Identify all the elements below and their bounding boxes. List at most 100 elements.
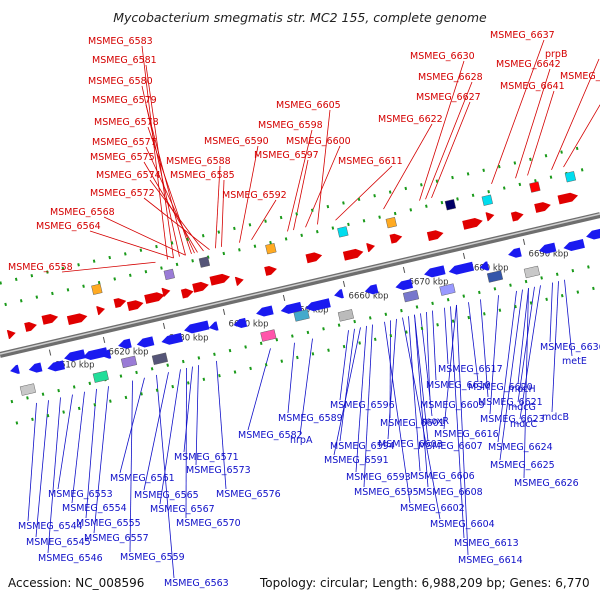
scale-tick-label: 6630 kbp [169,334,209,344]
gene-top [264,266,277,276]
gene-label-bottom: MSMEG_6596 [330,400,395,411]
scale-tick [48,349,52,356]
leader-line [425,81,473,200]
leader-line [491,39,545,184]
gene-label-bottom: MSMEG_6582 [238,430,303,441]
gene-label-bottom: MSMEG_6553 [48,489,113,500]
leader-line [402,317,441,520]
leader-line [221,179,225,247]
gene-top [426,230,444,242]
gene-label-bottom: MSMEG_6565 [134,490,199,501]
gene-label-bottom: MSMEG_6620 [468,382,533,393]
gene-label-bottom: MSMEG_6609 [420,400,485,411]
backbone-bar [0,212,600,358]
gene-label-bottom: MSMEG_6563 [164,578,229,589]
leader-line [517,288,529,385]
leader-line [551,281,559,413]
leader-line [145,104,186,256]
domain-box [486,270,504,283]
scale-tick [402,266,406,273]
gene-top [462,218,483,230]
gene-label-top: MSMEG_6605 [276,100,341,111]
gene-label-bottom: MSMEG_6636 [540,342,600,353]
gene-label-bottom: MSMEG_6593 [346,472,411,483]
gene-label-bottom: MSMEG_6589 [278,413,343,424]
gene-top [66,313,88,326]
gene-top [126,300,144,312]
label-leader-lines [27,39,600,579]
gene-bottom [334,289,344,299]
gene-label-bottom: MSMEG_6626 [514,478,579,489]
gene-label-bottom: MSMEG_6561 [110,473,175,484]
domain-box [523,265,540,279]
leader-line [480,299,489,398]
leader-line [414,314,429,488]
domain-box [337,309,354,322]
gene-label-bottom: MSMEG_6601 [380,418,445,429]
gene-label-top: prpB [545,49,567,60]
gene-label-top: MSMEG_6597 [254,150,319,161]
domain-box [265,243,277,255]
map-title: Mycobacterium smegmatis str. MC2 155, co… [113,10,487,25]
leader-line [335,165,393,221]
gene-bottom [118,338,132,349]
genome-backbone [0,145,600,425]
gene-label-bottom: MSMEG_6606 [410,471,475,482]
gene-bottom [538,242,557,254]
leader-line [143,372,169,491]
gene-label-bottom: moxR [422,416,449,427]
gene-label-bottom: MSMEG_6608 [418,487,483,498]
leader-line [420,313,433,417]
gene-top [96,306,106,316]
domain-box [402,289,420,303]
leader-line [216,360,227,490]
scale-tick-label: 6670 kbp [409,278,449,288]
leader-line [450,306,465,539]
scale-tick-label: 6690 kbp [529,250,569,260]
leader-line [195,365,199,466]
leader-line [384,321,411,504]
topology-summary: Topology: circular; Length: 6,988,209 bp… [260,576,590,590]
gene-top [24,322,37,332]
leader-line [564,279,573,357]
gene-label-top: MSMEG_6583 [88,36,153,47]
leader-line [408,316,421,472]
leader-line [333,327,361,456]
leader-line [355,325,367,473]
domain-box [163,268,175,281]
gene-bottom [586,226,600,240]
gene-label-bottom: MSMEG_6555 [76,518,141,529]
gene-bottom [208,321,219,331]
gene-label-top: MSMEG_6627 [416,92,481,103]
gene-label-top: MSMEG_6641 [500,81,565,92]
gene-label-bottom: MSMEG_6557 [84,533,149,544]
gene-bottom [136,336,155,348]
leader-line [103,216,186,256]
gene-label-top: MSMEG_6558 [8,262,73,273]
gene-label-bottom: MSMEG_6567 [150,504,215,515]
leader-line [239,145,259,243]
gene-bottom [47,360,66,372]
gene-label-top: MSMEG_6630 [410,51,475,62]
gene-bottom [479,261,490,271]
leader-line [129,380,133,553]
gene-top [510,211,524,222]
gene-label-top: MSMEG_6645 [560,71,600,82]
gene-label-bottom: MSMEG_6614 [458,555,523,566]
scale-tick [222,308,226,315]
gene-label-bottom: MSMEG_6544 [18,521,83,532]
gene-top [485,212,495,222]
gene-top [366,243,376,253]
gene-label-bottom: mdcB [542,412,569,423]
domain-box [481,194,493,206]
gene-label-bottom: MSMEG_6559 [120,552,185,563]
leader-line [47,397,61,554]
gene-label-top: MSMEG_6585 [170,170,235,181]
domain-box [198,256,211,268]
gene-top [6,330,16,340]
leader-line [317,109,331,225]
leader-line [519,285,541,420]
leader-line [215,165,221,249]
leader-line [143,197,210,250]
